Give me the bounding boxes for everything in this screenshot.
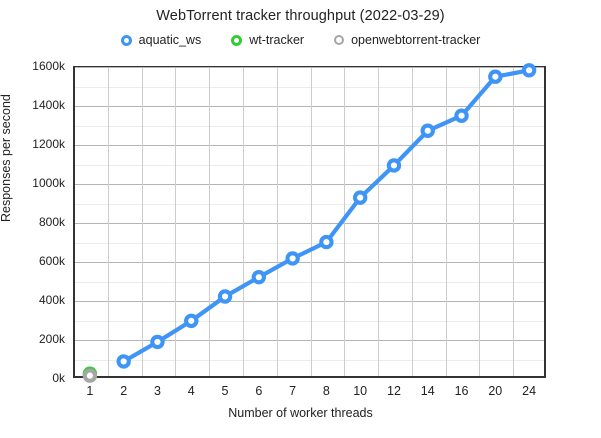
gridline-vertical xyxy=(276,68,278,376)
legend-marker-icon xyxy=(231,34,243,46)
gridline-vertical xyxy=(479,68,481,376)
gridline-major xyxy=(75,106,544,107)
gridline-vertical xyxy=(107,68,109,376)
gridline-minor xyxy=(75,359,544,361)
gridline-major xyxy=(75,184,544,185)
y-axis-tick: 1600k xyxy=(32,59,65,73)
legend-label: openwebtorrent-tracker xyxy=(351,33,481,47)
gridline-vertical xyxy=(141,68,143,376)
gridline-minor xyxy=(75,125,544,127)
legend-marker-icon xyxy=(120,34,132,46)
x-axis-tick: 20 xyxy=(488,384,503,398)
x-axis-tick: 3 xyxy=(153,384,161,398)
chart-legend: aquatic_ws wt-tracker openwebtorrent-tra… xyxy=(0,33,601,47)
y-axis-tick: 1000k xyxy=(32,176,65,190)
y-axis-tick: 600k xyxy=(38,254,65,268)
x-axis-tick: 10 xyxy=(353,384,368,398)
y-axis-tick: 0k xyxy=(52,371,65,385)
y-axis-tick: 400k xyxy=(38,293,65,307)
gridline-major xyxy=(75,67,544,68)
gridline-vertical xyxy=(242,68,244,376)
x-axis-tick: 7 xyxy=(289,384,297,398)
x-axis-tick: 6 xyxy=(255,384,263,398)
legend-label: aquatic_ws xyxy=(138,33,202,47)
x-axis-tick: 1 xyxy=(86,384,94,398)
x-axis-tick: 14 xyxy=(420,384,435,398)
x-axis-tick: 24 xyxy=(522,384,537,398)
x-axis-tick: 8 xyxy=(322,384,330,398)
gridline-vertical xyxy=(445,68,447,376)
gridline-vertical xyxy=(411,68,413,376)
legend-item-wt-tracker[interactable]: wt-tracker xyxy=(231,33,304,47)
legend-label: wt-tracker xyxy=(249,33,305,47)
x-axis-tick: 16 xyxy=(454,384,469,398)
gridline-major xyxy=(75,145,544,146)
gridline-minor xyxy=(75,203,544,205)
x-axis-tick: 12 xyxy=(387,384,401,398)
y-axis-tick: 800k xyxy=(38,215,65,229)
gridline-major xyxy=(75,223,544,224)
gridline-vertical xyxy=(209,68,211,376)
gridline-major xyxy=(75,340,544,341)
gridline-minor xyxy=(75,164,544,166)
x-axis-tick: 5 xyxy=(221,384,229,398)
gridline-vertical xyxy=(175,68,177,376)
gridline-vertical xyxy=(344,68,346,376)
gridline-major xyxy=(75,262,544,263)
y-axis-tick: 1200k xyxy=(32,137,65,151)
x-axis-label: Number of worker threads xyxy=(228,406,373,420)
x-axis-tick: 4 xyxy=(187,384,195,398)
plot-area xyxy=(73,66,546,378)
y-axis-tick: 1400k xyxy=(32,98,65,112)
gridline-minor xyxy=(75,320,544,322)
legend-marker-icon xyxy=(334,35,345,45)
legend-item-aquatic-ws[interactable]: aquatic_ws xyxy=(120,33,202,47)
y-axis-tick: 200k xyxy=(38,332,65,346)
gridline-major xyxy=(75,301,544,302)
gridline-vertical xyxy=(513,68,515,376)
x-axis-tick: 2 xyxy=(120,384,128,398)
legend-item-openwebtorrent-tracker[interactable]: openwebtorrent-tracker xyxy=(334,33,480,47)
y-axis-label: Responses per second xyxy=(0,94,13,222)
gridline-minor xyxy=(75,242,544,244)
gridline-minor xyxy=(75,281,544,283)
gridline-vertical xyxy=(310,68,312,376)
gridline-minor xyxy=(75,86,544,88)
chart-title: WebTorrent tracker throughput (2022-03-2… xyxy=(156,8,445,24)
gridline-vertical xyxy=(378,68,380,376)
